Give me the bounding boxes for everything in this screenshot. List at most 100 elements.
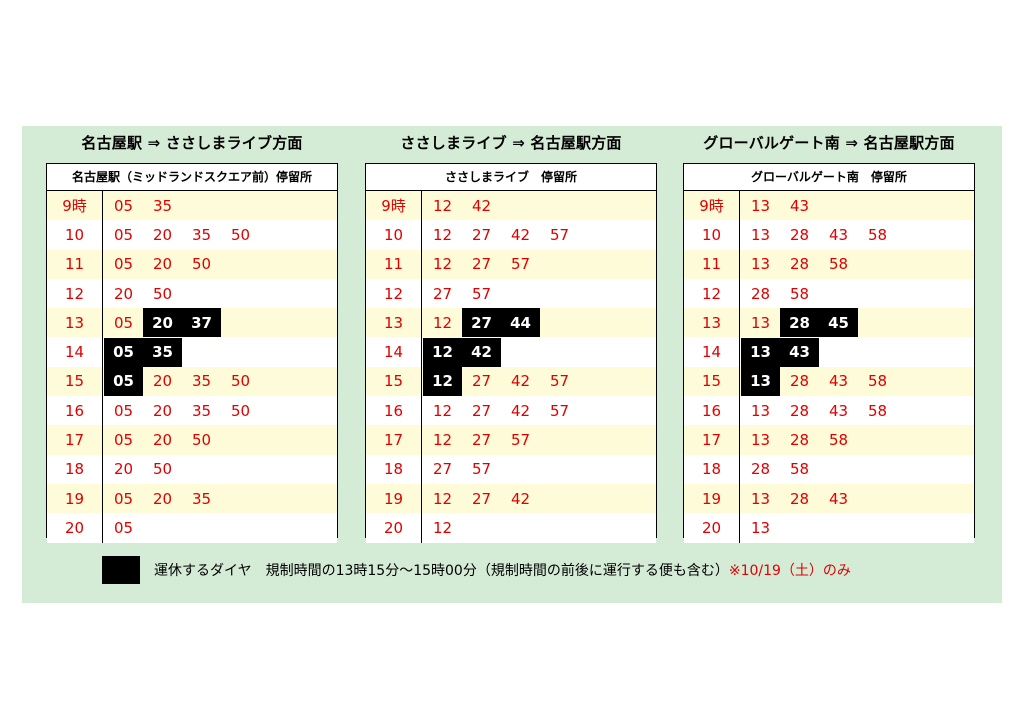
minute-cells: 05 20 50 [104, 250, 221, 279]
minute: 50 [191, 431, 212, 450]
minute: 20 [152, 225, 173, 244]
minute: 20 [152, 489, 173, 508]
minute: 57 [471, 460, 492, 479]
table-row: 10 05 20 35 50 [47, 220, 337, 250]
table-row: 11 13 28 58 [684, 249, 974, 279]
minute: 27 [471, 401, 492, 420]
hour-cell: 17 [366, 425, 422, 455]
suspended-minute: 12 [423, 337, 462, 367]
minute: 13 [750, 255, 771, 274]
table-row: 11 05 20 50 [47, 249, 337, 279]
minute: 43 [828, 489, 849, 508]
minute: 27 [471, 225, 492, 244]
table-row: 12 27 57 [366, 278, 656, 309]
hour-cell: 13 [47, 308, 103, 338]
suspended-minute: 27 [462, 308, 501, 338]
table-row: 12 20 50 [47, 278, 337, 309]
table-row: 16 12 27 42 57 [366, 396, 656, 426]
minute-cells: 13 28 43 58 [741, 366, 897, 396]
stop-name: グローバルゲート南 停留所 [684, 164, 974, 191]
table-row: 13 13 28 45 [684, 308, 974, 338]
suspended-minute: 05 [104, 366, 143, 396]
minute: 20 [113, 284, 134, 303]
minute: 12 [432, 401, 453, 420]
hour-cell: 19 [47, 483, 103, 514]
minute: 13 [750, 518, 771, 537]
table-row: 11 12 27 57 [366, 249, 656, 279]
minute-cells: 20 50 [104, 279, 182, 308]
minute: 13 [750, 401, 771, 420]
hour-cell: 10 [366, 220, 422, 250]
minute: 13 [750, 431, 771, 450]
minute: 50 [230, 401, 251, 420]
suspended-minute: 13 [741, 337, 780, 367]
suspended-minute: 28 [780, 308, 819, 338]
hour-cell: 19 [684, 483, 740, 514]
hour-cell: 17 [47, 425, 103, 455]
hour-cell: 17 [684, 425, 740, 455]
table-row: 15 05 20 35 50 [47, 366, 337, 397]
table-row: 12 28 58 [684, 278, 974, 309]
minute: 12 [432, 225, 453, 244]
minute-cells: 13 28 58 [741, 250, 858, 279]
suspended-minute: 44 [501, 308, 540, 338]
minute: 42 [510, 372, 531, 391]
legend-note: ※10/19（土）のみ [728, 563, 851, 579]
table-row: 9時 13 43 [684, 191, 974, 221]
route-title: ささしまライブ ⇒ 名古屋駅方面 [400, 134, 622, 152]
suspended-minute: 05 [104, 337, 143, 367]
minute: 12 [432, 255, 453, 274]
suspended-minute: 37 [182, 308, 221, 338]
hour-cell: 14 [684, 337, 740, 367]
hour-cell: 18 [684, 454, 740, 484]
minute: 28 [789, 401, 810, 420]
minute-cells: 05 20 35 50 [104, 220, 260, 249]
minute: 12 [432, 196, 453, 215]
table-row: 13 12 27 44 [366, 308, 656, 338]
minute: 27 [432, 460, 453, 479]
hour-cell: 14 [47, 337, 103, 367]
table-row: 9時 12 42 [366, 191, 656, 221]
table-row: 10 13 28 43 58 [684, 220, 974, 250]
minute: 50 [152, 284, 173, 303]
table-row: 14 13 43 [684, 337, 974, 367]
minute-cells: 27 57 [423, 279, 501, 308]
minute: 27 [471, 255, 492, 274]
route-title: グローバルゲート南 ⇒ 名古屋駅方面 [703, 134, 955, 152]
minute: 35 [191, 225, 212, 244]
minute-cells: 05 20 35 [104, 484, 221, 513]
table-row: 19 05 20 35 [47, 483, 337, 514]
hour-cell: 13 [366, 308, 422, 338]
hour-cell: 18 [366, 454, 422, 484]
minute: 27 [432, 284, 453, 303]
stop-name: 名古屋駅（ミッドランドスクエア前）停留所 [47, 164, 337, 191]
minute-cells: 05 20 50 [104, 425, 221, 454]
minute: 20 [152, 401, 173, 420]
minute: 42 [510, 401, 531, 420]
table-row: 9時 05 35 [47, 191, 337, 221]
minute-cells: 27 57 [423, 455, 501, 484]
table-row: 14 12 42 [366, 337, 656, 367]
minute: 42 [471, 196, 492, 215]
suspended-swatch [102, 556, 140, 584]
table-row: 16 13 28 43 58 [684, 396, 974, 426]
minute-cells: 05 35 [104, 337, 182, 367]
minute: 57 [471, 284, 492, 303]
minute-cells: 13 28 45 [741, 308, 858, 338]
minute: 57 [549, 225, 570, 244]
minute-cells: 05 20 35 50 [104, 366, 260, 396]
minute-cells: 12 27 42 57 [423, 220, 579, 249]
table-row: 18 28 58 [684, 454, 974, 484]
minute-cells: 13 28 43 58 [741, 396, 897, 425]
hour-cell: 15 [47, 366, 103, 397]
minute: 05 [113, 196, 134, 215]
minute: 05 [113, 431, 134, 450]
minute: 20 [113, 460, 134, 479]
minute: 20 [152, 255, 173, 274]
minute: 35 [191, 372, 212, 391]
minute-cells: 28 58 [741, 455, 819, 484]
hour-cell: 20 [684, 513, 740, 543]
hour-cell: 15 [684, 366, 740, 397]
minute: 57 [549, 372, 570, 391]
minute-cells: 13 43 [741, 337, 819, 367]
